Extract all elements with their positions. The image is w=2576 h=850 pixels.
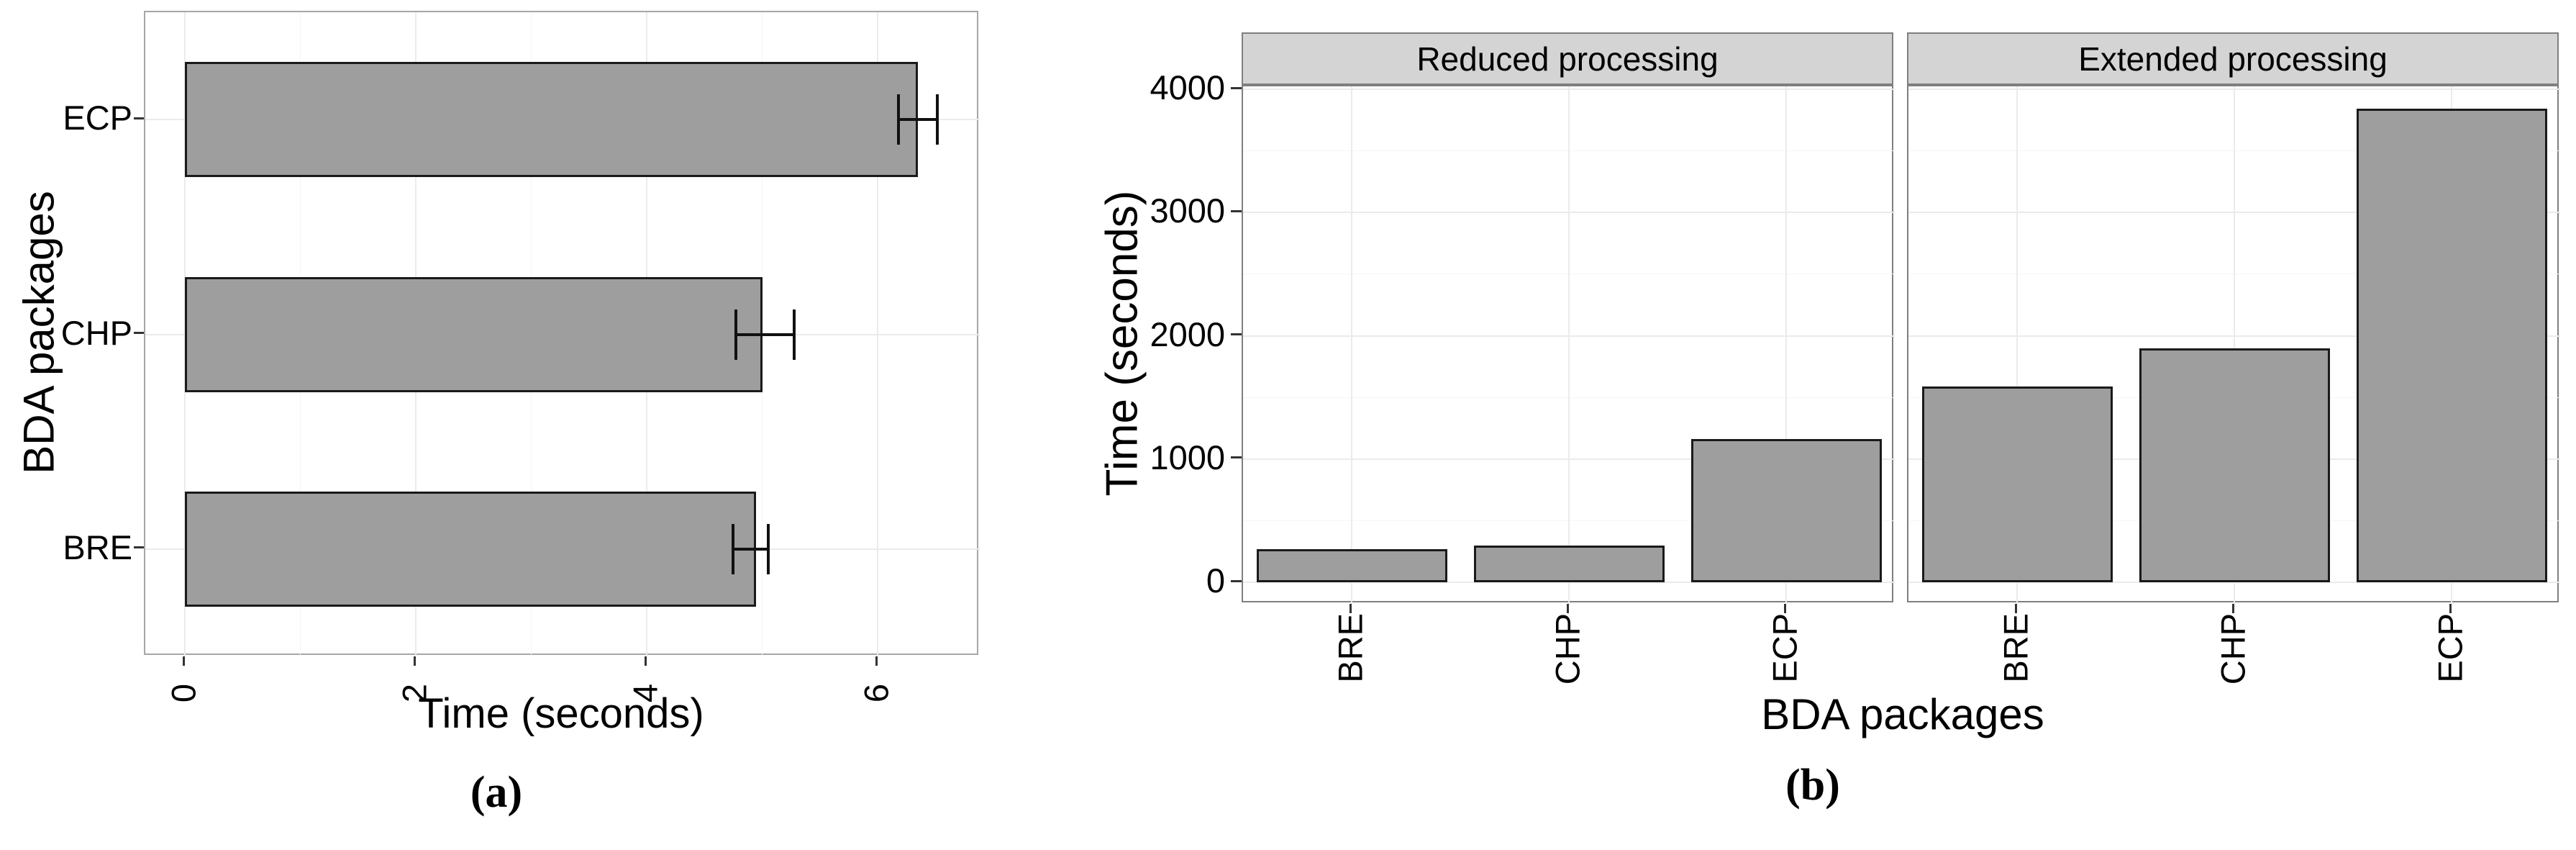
- bar: [1921, 386, 2113, 582]
- bar: [2139, 348, 2330, 582]
- chart-b-x-axis-title: BDA packages: [1761, 690, 2044, 738]
- x-tick-label: 6: [857, 671, 896, 710]
- error-bar-cap: [732, 523, 735, 574]
- y-axis-tick: [134, 332, 144, 334]
- x-tick-label: ECP: [2431, 613, 2470, 691]
- y-tick-label: BRE: [63, 528, 132, 566]
- x-axis-tick: [1566, 604, 1569, 613]
- x-tick-label-text: ECP: [2431, 613, 2470, 683]
- x-axis-tick: [413, 656, 416, 666]
- x-tick-label-text: BRE: [1996, 613, 2035, 683]
- bar: [1690, 439, 1882, 582]
- error-bar-cap: [766, 523, 770, 574]
- bar: [185, 62, 919, 178]
- x-axis-tick: [2231, 604, 2234, 613]
- bar: [185, 491, 757, 607]
- y-axis-tick: [1231, 209, 1242, 212]
- y-tick-label: 0: [1206, 561, 1225, 600]
- x-tick-label-text: BRE: [1331, 613, 1370, 683]
- x-tick-label: BRE: [1996, 613, 2036, 691]
- y-tick-label: 4000: [1150, 68, 1225, 107]
- x-axis-tick: [1783, 604, 1786, 613]
- chart-a-plot-panel: [144, 11, 980, 656]
- y-axis-tick: [1231, 579, 1242, 582]
- grid-line-category: [1785, 86, 1787, 604]
- chart-b-plot-panel-extended: [1907, 85, 2560, 604]
- error-bar-cap: [734, 309, 737, 360]
- x-axis-tick: [875, 656, 878, 666]
- y-axis-tick: [1231, 86, 1242, 89]
- grid-line-category: [2016, 86, 2018, 604]
- x-tick-label: ECP: [1765, 613, 1805, 691]
- chart-b-facet-strip-reduced: Reduced processing: [1242, 32, 1893, 85]
- y-axis-tick: [134, 117, 144, 119]
- y-tick-label: 1000: [1150, 438, 1225, 476]
- x-tick-label-text: 0: [164, 683, 203, 702]
- x-axis-tick: [644, 656, 647, 666]
- x-tick-label: 0: [164, 671, 204, 710]
- error-bar-cap: [896, 94, 900, 145]
- x-tick-label-text: 6: [857, 683, 896, 702]
- x-tick-label-text: ECP: [1765, 613, 1804, 683]
- facet-strip-label: Extended processing: [2078, 40, 2388, 78]
- x-tick-label: CHP: [1548, 613, 1588, 692]
- error-bar-cap: [936, 94, 939, 145]
- chart-b-facet-strip-extended: Extended processing: [1907, 32, 2559, 85]
- error-bar-line: [898, 118, 938, 122]
- chart-a-caption: (a): [470, 768, 523, 817]
- y-axis-tick: [1231, 456, 1242, 459]
- x-tick-label-text: CHP: [1548, 613, 1587, 685]
- error-bar-line: [733, 547, 768, 551]
- grid-line-category: [2234, 86, 2235, 604]
- y-axis-tick: [1231, 333, 1242, 335]
- error-bar-cap: [793, 309, 796, 360]
- x-tick-label: CHP: [2213, 613, 2253, 692]
- bar: [1256, 548, 1447, 582]
- x-tick-label-text: CHP: [2213, 613, 2252, 685]
- chart-a-x-axis-title: Time (seconds): [418, 690, 704, 737]
- bar: [1473, 546, 1665, 582]
- chart-b-caption: (b): [1785, 761, 1840, 810]
- error-bar-line: [735, 333, 795, 336]
- bar: [2356, 109, 2547, 582]
- x-axis-tick: [1349, 604, 1352, 613]
- y-tick-label: ECP: [63, 99, 132, 137]
- x-axis-tick: [182, 656, 185, 666]
- y-tick-label: 2000: [1150, 315, 1225, 353]
- x-tick-label: 2: [395, 671, 434, 710]
- x-tick-label-text: 4: [626, 683, 665, 702]
- facet-strip-label: Reduced processing: [1416, 40, 1719, 78]
- x-tick-label: BRE: [1331, 613, 1370, 691]
- grid-line-category: [1351, 86, 1352, 604]
- y-tick-label: CHP: [60, 313, 132, 352]
- y-tick-label: 3000: [1150, 191, 1225, 230]
- x-axis-tick: [2449, 604, 2452, 613]
- y-axis-tick: [134, 546, 144, 549]
- grid-line-category: [1568, 86, 1570, 604]
- bar: [185, 276, 763, 392]
- x-tick-label-text: 2: [395, 683, 434, 702]
- chart-b-plot-panel-reduced: [1242, 85, 1895, 604]
- x-tick-label: 4: [626, 671, 665, 710]
- x-axis-tick: [2014, 604, 2017, 613]
